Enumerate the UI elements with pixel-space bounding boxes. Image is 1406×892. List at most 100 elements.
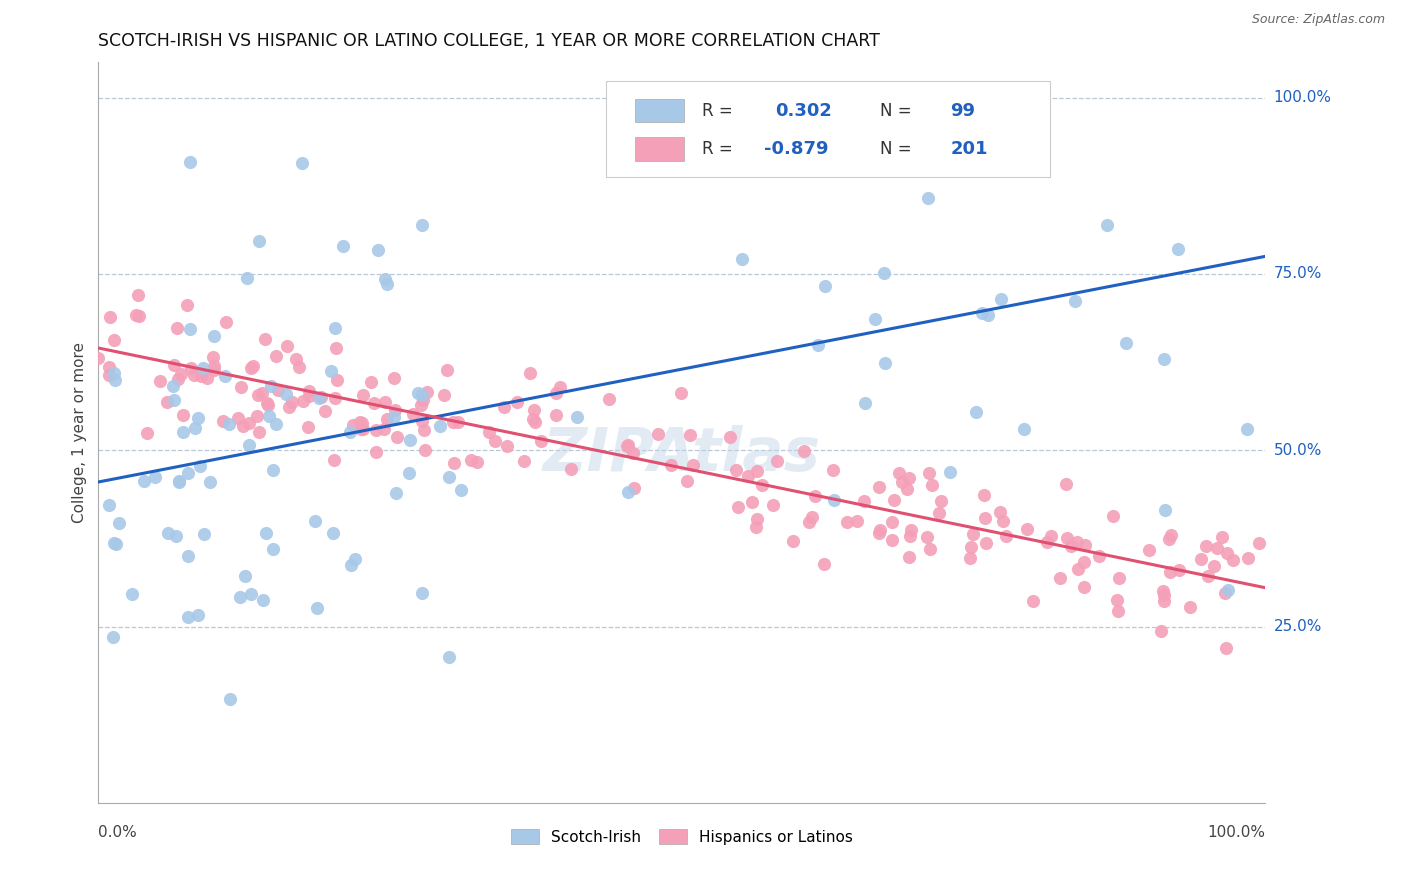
Point xyxy=(960,541,983,555)
Point xyxy=(837,515,859,529)
Point xyxy=(103,366,125,380)
Point xyxy=(523,415,546,429)
Point xyxy=(766,454,789,468)
Point xyxy=(169,474,191,488)
Point xyxy=(868,480,890,494)
Point xyxy=(260,378,283,392)
Point xyxy=(193,527,215,541)
Text: 99: 99 xyxy=(950,102,976,120)
Point xyxy=(915,530,938,544)
Point xyxy=(184,421,207,435)
Point xyxy=(929,493,952,508)
Point xyxy=(1180,600,1202,615)
Point xyxy=(387,430,409,444)
Point xyxy=(522,403,544,417)
Point xyxy=(98,368,121,382)
Point xyxy=(803,489,825,503)
Point xyxy=(103,535,125,549)
Point xyxy=(342,417,364,432)
Point xyxy=(325,341,347,355)
Point xyxy=(939,465,962,479)
Point xyxy=(246,388,269,402)
Point xyxy=(259,409,281,424)
Point xyxy=(323,320,346,334)
Text: Source: ZipAtlas.com: Source: ZipAtlas.com xyxy=(1251,13,1385,27)
Point xyxy=(868,525,890,540)
Point xyxy=(782,533,804,548)
Point xyxy=(172,425,194,439)
Point xyxy=(853,494,876,508)
Point xyxy=(621,445,644,459)
Point xyxy=(322,525,344,540)
Point xyxy=(880,533,903,547)
Point xyxy=(1167,242,1189,256)
Point xyxy=(1073,555,1095,569)
Point xyxy=(264,417,287,432)
Point xyxy=(441,416,464,430)
Point xyxy=(1060,539,1083,553)
Point xyxy=(202,363,225,377)
Point xyxy=(180,361,202,376)
Point xyxy=(177,549,200,563)
Point xyxy=(246,409,269,424)
Point xyxy=(1074,538,1097,552)
Point xyxy=(727,500,749,514)
Point xyxy=(918,542,941,557)
Point xyxy=(679,427,702,442)
Point xyxy=(385,485,408,500)
Point xyxy=(465,455,488,469)
Point xyxy=(287,359,309,374)
Point xyxy=(970,306,993,320)
Text: N =: N = xyxy=(880,140,912,158)
Text: 100.0%: 100.0% xyxy=(1208,825,1265,840)
Point xyxy=(373,421,395,435)
Point xyxy=(309,390,332,404)
Point xyxy=(98,310,121,324)
Text: 0.0%: 0.0% xyxy=(98,825,138,840)
Point xyxy=(352,416,374,430)
Point xyxy=(1152,584,1174,599)
Point xyxy=(339,425,361,440)
Point xyxy=(1036,535,1059,549)
Point xyxy=(322,452,344,467)
Point xyxy=(399,433,422,447)
Point xyxy=(898,529,921,543)
Point xyxy=(349,415,371,429)
FancyBboxPatch shape xyxy=(606,81,1049,178)
Point xyxy=(249,425,271,440)
Point xyxy=(720,430,742,444)
Text: -0.879: -0.879 xyxy=(763,140,828,158)
Point xyxy=(121,587,143,601)
Point xyxy=(741,495,763,509)
Point xyxy=(308,391,330,405)
Point xyxy=(823,463,845,477)
Point xyxy=(853,138,876,153)
Point xyxy=(276,338,298,352)
Text: R =: R = xyxy=(702,140,733,158)
Point xyxy=(974,511,997,525)
Point xyxy=(402,408,425,422)
Text: 100.0%: 100.0% xyxy=(1274,90,1331,105)
Point xyxy=(149,374,172,388)
Point xyxy=(297,420,319,434)
Point xyxy=(1073,580,1095,594)
Point xyxy=(1012,422,1035,436)
Point xyxy=(252,592,274,607)
Point xyxy=(281,394,304,409)
Point xyxy=(659,458,682,473)
Point xyxy=(262,463,284,477)
Point xyxy=(1022,594,1045,608)
Text: R =: R = xyxy=(702,102,733,120)
FancyBboxPatch shape xyxy=(636,99,685,122)
Point xyxy=(166,372,188,386)
Point xyxy=(492,400,515,414)
Point xyxy=(179,154,201,169)
Point xyxy=(460,453,482,467)
Point xyxy=(177,467,200,481)
Point xyxy=(198,475,221,489)
Point xyxy=(202,359,225,373)
Point xyxy=(166,321,188,335)
Point xyxy=(256,398,278,412)
Point xyxy=(202,328,225,343)
Point xyxy=(900,523,922,537)
